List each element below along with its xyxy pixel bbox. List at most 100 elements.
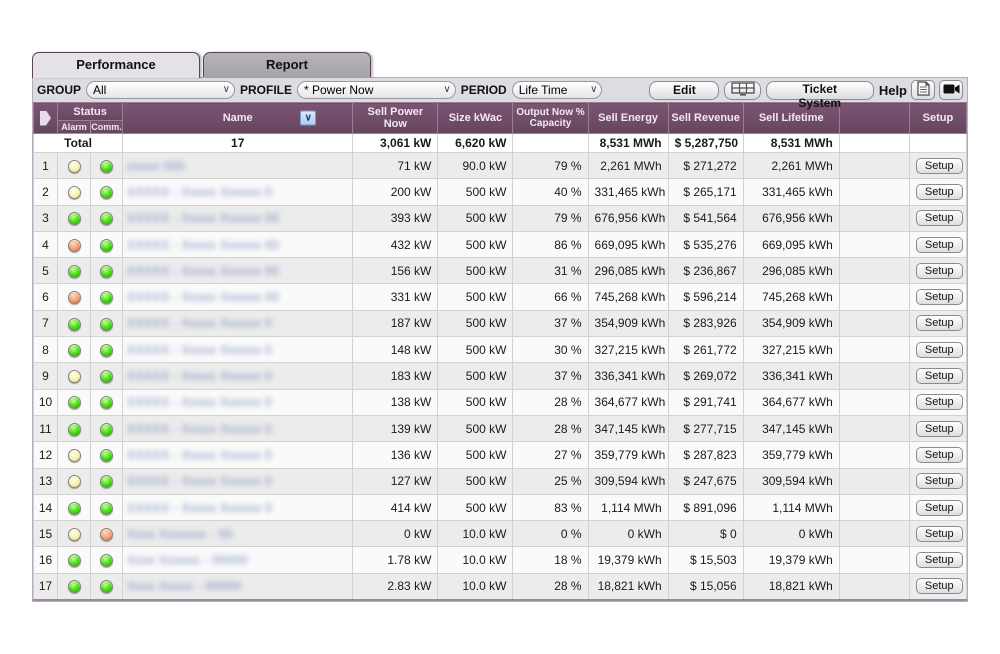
table-row: 16 Xxxx Xxxxxx - 00000 1.78 kW 10.0 kW 1…	[32, 546, 968, 574]
setup-button[interactable]: Setup	[915, 525, 963, 542]
setup-button[interactable]: Setup	[915, 315, 963, 332]
status-column-header: Status	[57, 102, 124, 121]
comm-status-cell	[90, 388, 124, 416]
row-number: 12	[32, 441, 59, 469]
sell-power-value: 1.78 kW	[352, 546, 439, 574]
setup-button[interactable]: Setup	[915, 341, 963, 358]
sell-revenue-value: $ 269,072	[667, 362, 744, 390]
site-name-cell: XXXXX - Xxxxx Xxxxxx 0	[122, 309, 354, 338]
group-label: GROUP	[37, 83, 82, 97]
output-percent-value: 79 %	[512, 151, 589, 180]
name-column-header[interactable]: Name ∨	[122, 102, 354, 134]
row-number: 6	[32, 283, 59, 311]
sell-revenue-value: $ 291,741	[667, 388, 744, 416]
setup-button[interactable]: Setup	[915, 210, 963, 227]
ticket-system-button[interactable]: Ticket System	[765, 80, 874, 110]
spacer-cell	[838, 204, 910, 232]
table-row: 6 XXXXX - Xxxxx Xxxxxx 00 331 kW 500 kW …	[32, 283, 968, 311]
alarm-status-cell	[57, 414, 92, 443]
grid-view-button[interactable]	[724, 80, 761, 100]
group-select[interactable]: All ∨	[86, 81, 235, 99]
sell-energy-value: 745,268 kWh	[587, 283, 669, 311]
table-row: 17 Xxxx Xxxxx - 00000 2.83 kW 10.0 kW 28…	[32, 572, 968, 601]
sell-power-value: 200 kW	[352, 178, 439, 206]
sell-revenue-value: $ 261,772	[667, 336, 744, 364]
size-value: 500 kW	[437, 336, 514, 364]
monitoring-app: Performance Report GROUP All ∨ PROFILE *…	[32, 52, 968, 602]
size-value: 500 kW	[437, 204, 514, 232]
tab-report[interactable]: Report	[203, 52, 371, 77]
total-sell-lifetime: 8,531 MWh	[742, 133, 840, 153]
output-percent-value: 25 %	[512, 467, 589, 495]
site-name-blurred: XXXXX - Xxxxx Xxxxxx 0	[127, 316, 273, 331]
output-percent-value: 37 %	[512, 309, 589, 338]
setup-cell: Setup	[908, 546, 968, 574]
setup-button[interactable]: Setup	[915, 368, 963, 385]
comm-status-led	[100, 554, 114, 568]
site-name-blurred: XXXXX - Xxxxx Xxxxxx 00	[127, 290, 280, 305]
setup-button[interactable]: Setup	[915, 473, 963, 490]
site-name-cell: XXXXX - Xxxxx Xxxxxx 0	[122, 362, 354, 390]
comm-subheader: Comm.	[90, 120, 124, 134]
table-row: 7 XXXXX - Xxxxx Xxxxxx 0 187 kW 500 kW 3…	[32, 309, 968, 338]
sort-dropdown-icon[interactable]: ∨	[300, 110, 317, 126]
setup-cell: Setup	[908, 493, 968, 522]
comm-status-cell	[90, 546, 124, 574]
panel-body: GROUP All ∨ PROFILE * Power Now ∨ PERIOD…	[32, 77, 968, 602]
setup-cell: Setup	[908, 257, 968, 285]
row-number: 14	[32, 493, 59, 522]
setup-cell: Setup	[908, 309, 968, 338]
sell-lifetime-value: 0 kWh	[742, 520, 840, 548]
setup-button[interactable]: Setup	[915, 499, 963, 516]
comm-status-cell	[90, 309, 124, 338]
site-name-cell: XXXXX - Xxxxx Xxxxxx 0	[122, 414, 354, 443]
setup-button[interactable]: Setup	[915, 446, 963, 463]
tab-performance[interactable]: Performance	[32, 52, 200, 78]
setup-button[interactable]: Setup	[915, 236, 963, 253]
alarm-status-cell	[57, 388, 92, 416]
setup-button[interactable]: Setup	[915, 578, 963, 595]
help-label: Help	[878, 82, 907, 98]
spacer-cell	[838, 178, 910, 206]
site-name-cell: XXXXX - Xxxxx Xxxxxx 0	[122, 441, 354, 469]
chevron-down-icon: ∨	[443, 84, 451, 95]
pointer-arrow-icon	[40, 110, 51, 126]
site-name-blurred: XXXXX - Xxxxx Xxxxxx 00	[127, 263, 280, 278]
comm-status-led	[100, 422, 114, 436]
setup-cell: Setup	[908, 283, 968, 311]
spacer-cell	[838, 283, 910, 311]
help-video-button[interactable]	[939, 80, 963, 100]
sell-power-value: 0 kW	[352, 520, 439, 548]
table-row: 12 XXXXX - Xxxxx Xxxxxx 0 136 kW 500 kW …	[32, 441, 968, 469]
comm-status-cell	[90, 230, 124, 259]
site-name-blurred: XXXXX - Xxxxx Xxxxxx 00	[127, 237, 280, 252]
site-name-blurred: XXXXX - Xxxxx Xxxxxx 0	[127, 421, 273, 436]
comm-status-led	[100, 343, 114, 357]
profile-select[interactable]: * Power Now ∨	[297, 81, 456, 99]
comm-status-cell	[90, 151, 124, 180]
row-number: 11	[32, 414, 59, 443]
site-name-cell: XXXXX - Xxxxx Xxxxxx 0	[122, 178, 354, 206]
period-select[interactable]: Life Time ∨	[511, 81, 603, 99]
total-sell-revenue: $ 5,287,750	[667, 133, 744, 153]
edit-button[interactable]: Edit	[649, 80, 720, 100]
row-number: 13	[32, 467, 59, 495]
setup-button[interactable]: Setup	[915, 262, 963, 279]
site-name-cell: XXXXX - Xxxxx Xxxxxx 00	[122, 230, 354, 259]
setup-button[interactable]: Setup	[915, 420, 963, 437]
site-name-blurred: XXXXX - Xxxxx Xxxxxx 0	[127, 395, 273, 410]
output-percent-value: 79 %	[512, 204, 589, 232]
sell-power-value: 187 kW	[352, 309, 439, 338]
setup-button[interactable]: Setup	[915, 183, 963, 200]
setup-column-header: Setup	[908, 102, 968, 134]
row-number: 3	[32, 204, 59, 232]
setup-button[interactable]: Setup	[915, 157, 963, 174]
setup-button[interactable]: Setup	[915, 394, 963, 411]
setup-button[interactable]: Setup	[915, 552, 963, 569]
total-setup-empty	[908, 133, 968, 153]
setup-button[interactable]: Setup	[915, 289, 963, 306]
site-name-blurred: XXXXX - Xxxxx Xxxxxx 0	[127, 342, 273, 357]
help-document-button[interactable]	[911, 80, 935, 100]
sell-power-value: 183 kW	[352, 362, 439, 390]
sell-revenue-value: $ 271,272	[667, 151, 744, 180]
